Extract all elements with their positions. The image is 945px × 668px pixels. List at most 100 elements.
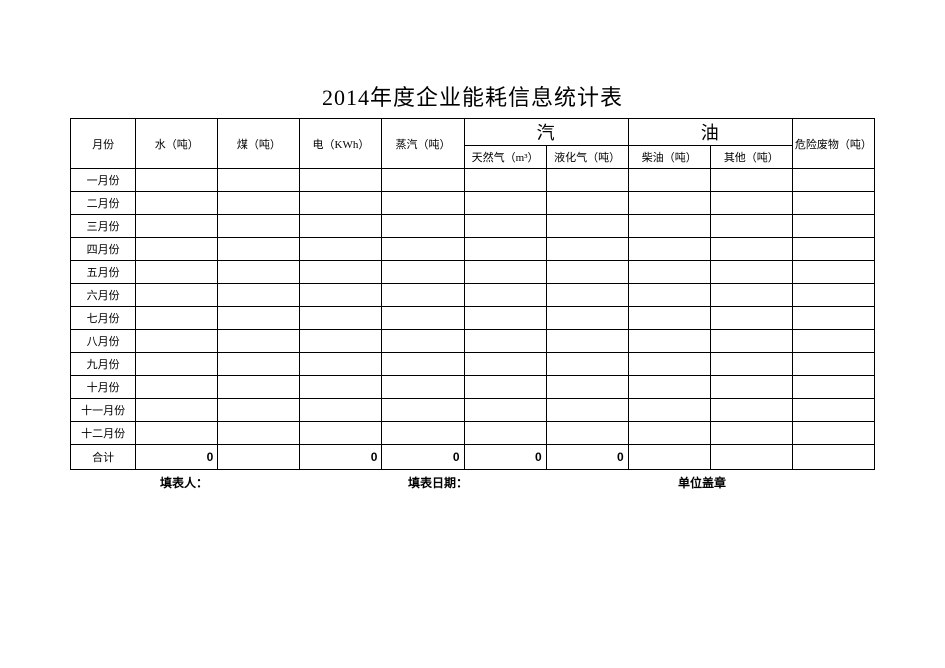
- cell: [628, 353, 710, 376]
- cell: [628, 238, 710, 261]
- total-steam: 0: [382, 445, 464, 470]
- cell: [136, 422, 218, 445]
- total-water: 0: [136, 445, 218, 470]
- energy-table: 月份 水（吨） 煤（吨） 电（KWh） 蒸汽（吨） 汽 油 危险废物（吨） 天然…: [70, 118, 875, 470]
- cell: [792, 353, 874, 376]
- cell: [792, 284, 874, 307]
- cell: [546, 238, 628, 261]
- cell: [628, 399, 710, 422]
- cell: [136, 399, 218, 422]
- cell: [218, 376, 300, 399]
- cell: [300, 261, 382, 284]
- cell: [218, 422, 300, 445]
- cell: [300, 238, 382, 261]
- col-steam: 蒸汽（吨）: [382, 119, 464, 169]
- cell: [792, 399, 874, 422]
- total-diesel: [628, 445, 710, 470]
- cell: [136, 353, 218, 376]
- cell: [546, 192, 628, 215]
- cell: [464, 192, 546, 215]
- cell: [218, 192, 300, 215]
- cell: [382, 307, 464, 330]
- cell: [464, 261, 546, 284]
- cell: [628, 261, 710, 284]
- cell: [218, 399, 300, 422]
- cell: [136, 330, 218, 353]
- table-row: 五月份: [71, 261, 875, 284]
- month-label: 八月份: [71, 330, 136, 353]
- total-natural-gas: 0: [464, 445, 546, 470]
- page-title: 2014年度企业能耗信息统计表: [70, 80, 875, 112]
- cell: [710, 261, 792, 284]
- cell: [628, 284, 710, 307]
- col-gas-group: 汽: [464, 119, 628, 146]
- table-row: 四月份: [71, 238, 875, 261]
- cell: [628, 307, 710, 330]
- cell: [136, 238, 218, 261]
- month-label: 十一月份: [71, 399, 136, 422]
- cell: [218, 330, 300, 353]
- cell: [710, 399, 792, 422]
- cell: [792, 238, 874, 261]
- cell: [628, 169, 710, 192]
- cell: [710, 192, 792, 215]
- col-other: 其他（吨）: [710, 146, 792, 169]
- table-row: 七月份: [71, 307, 875, 330]
- footer-seal: 单位盖章: [678, 474, 726, 491]
- month-label: 二月份: [71, 192, 136, 215]
- cell: [792, 261, 874, 284]
- cell: [546, 376, 628, 399]
- cell: [382, 261, 464, 284]
- month-label: 一月份: [71, 169, 136, 192]
- col-hazardous: 危险废物（吨）: [792, 119, 874, 169]
- col-water: 水（吨）: [136, 119, 218, 169]
- month-label: 五月份: [71, 261, 136, 284]
- footer-date: 填表日期：: [408, 474, 468, 491]
- month-label: 十月份: [71, 376, 136, 399]
- cell: [546, 307, 628, 330]
- cell: [464, 215, 546, 238]
- cell: [710, 330, 792, 353]
- cell: [218, 261, 300, 284]
- col-natural-gas: 天然气（m³）: [464, 146, 546, 169]
- table-row: 九月份: [71, 353, 875, 376]
- col-lpg: 液化气（吨）: [546, 146, 628, 169]
- cell: [218, 284, 300, 307]
- cell: [546, 422, 628, 445]
- month-label: 六月份: [71, 284, 136, 307]
- cell: [464, 422, 546, 445]
- cell: [464, 284, 546, 307]
- cell: [710, 215, 792, 238]
- cell: [382, 238, 464, 261]
- cell: [464, 353, 546, 376]
- cell: [546, 215, 628, 238]
- cell: [792, 215, 874, 238]
- total-label: 合计: [71, 445, 136, 470]
- cell: [300, 284, 382, 307]
- cell: [464, 376, 546, 399]
- cell: [792, 169, 874, 192]
- cell: [464, 169, 546, 192]
- table-row: 三月份: [71, 215, 875, 238]
- cell: [136, 284, 218, 307]
- col-month: 月份: [71, 119, 136, 169]
- table-row: 八月份: [71, 330, 875, 353]
- cell: [300, 353, 382, 376]
- table-row: 十月份: [71, 376, 875, 399]
- cell: [136, 192, 218, 215]
- cell: [792, 330, 874, 353]
- cell: [382, 399, 464, 422]
- month-label: 四月份: [71, 238, 136, 261]
- cell: [546, 399, 628, 422]
- cell: [546, 169, 628, 192]
- cell: [628, 330, 710, 353]
- col-oil-group: 油: [628, 119, 792, 146]
- cell: [710, 422, 792, 445]
- month-label: 九月份: [71, 353, 136, 376]
- cell: [300, 192, 382, 215]
- cell: [382, 376, 464, 399]
- cell: [136, 376, 218, 399]
- cell: [710, 376, 792, 399]
- cell: [464, 307, 546, 330]
- cell: [300, 422, 382, 445]
